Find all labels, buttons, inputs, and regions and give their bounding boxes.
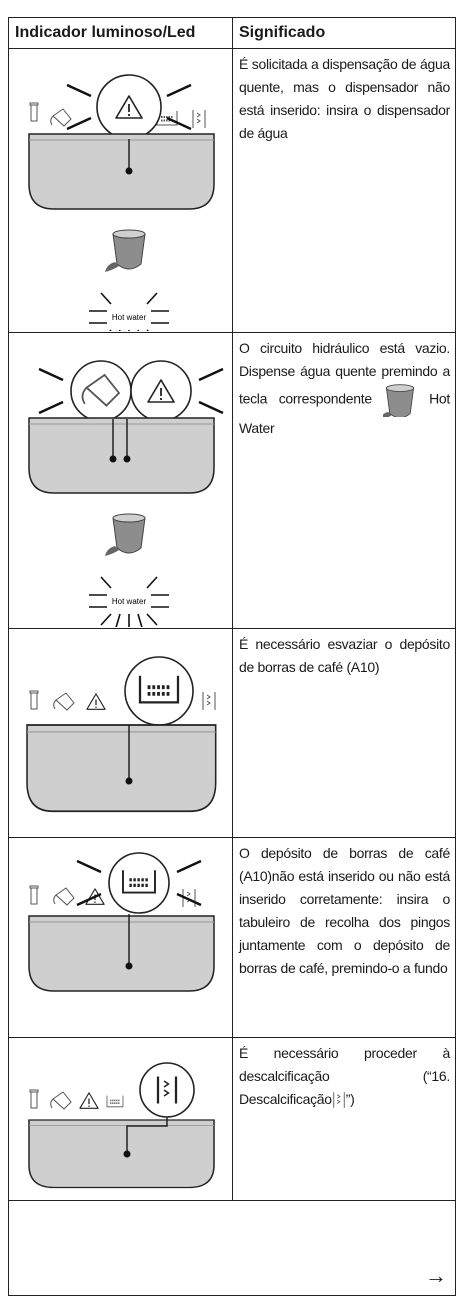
text: É necessário proceder à descalcificação … (239, 1045, 450, 1107)
text: O circuito hidráulico está vazio. Dispen… (239, 340, 450, 407)
illustration-cell (8, 1037, 233, 1201)
descale-icon (333, 1091, 345, 1109)
shape (28, 133, 215, 210)
shape (122, 870, 156, 894)
shape (175, 859, 203, 907)
shape (108, 852, 170, 914)
shape (29, 102, 39, 122)
shape (163, 1080, 170, 1097)
shape (333, 1091, 345, 1109)
illustration (28, 1062, 215, 1189)
shape (106, 1094, 124, 1108)
shape (123, 1150, 131, 1158)
illustration (28, 852, 215, 992)
text-cell: O depósito de borras de café (A10)não es… (232, 837, 456, 1038)
row: O depósito de borras de café (A10)não es… (8, 837, 456, 1038)
shape (28, 1119, 215, 1189)
row: Hot water É solicitada a dispensação de … (8, 48, 456, 333)
shape (138, 675, 180, 704)
row: Hot water O circuito hidráulico está vaz… (8, 332, 456, 629)
shape (28, 1119, 215, 1189)
footer-arrow: → (8, 1200, 456, 1296)
illustration-cell: Hot water (8, 48, 233, 333)
shape (125, 167, 133, 175)
shape (156, 1076, 178, 1104)
shape (106, 1094, 124, 1108)
shape (156, 1076, 178, 1104)
shape (112, 419, 128, 458)
shape (37, 367, 65, 415)
shape (197, 367, 225, 415)
text-cell: O circuito hidráulico está vazio. Dispen… (232, 332, 456, 629)
shape (104, 513, 146, 557)
shape (86, 693, 106, 710)
shape (28, 915, 215, 992)
shape (79, 1092, 99, 1109)
header-cell: Significado (232, 17, 456, 49)
shape (28, 417, 215, 494)
shape (53, 692, 75, 711)
shape (26, 724, 217, 813)
text-cell: É solicitada a dispensação de água quent… (232, 48, 456, 333)
shape (86, 693, 106, 710)
hot-water-icon (383, 384, 415, 417)
illustration (26, 656, 217, 813)
row: É necessário esvaziar o depósito de borr… (8, 628, 456, 838)
illustration-cell (8, 628, 233, 838)
shape (147, 685, 171, 696)
shape (202, 691, 216, 711)
illustration-label: Hot water (112, 313, 147, 322)
table: Indicador luminoso/Led Significado Hot w… (8, 17, 456, 1296)
shape (109, 455, 117, 463)
shape (383, 384, 415, 417)
shape (126, 1117, 168, 1153)
text: ”) (345, 1091, 355, 1107)
illustration-cell: Hot water (8, 332, 233, 629)
shape (65, 83, 93, 131)
row: É necessário proceder à descalcificação … (8, 1037, 456, 1201)
illustration-cell (8, 837, 233, 1038)
shape (125, 777, 133, 785)
shape (138, 675, 180, 704)
shape (75, 859, 103, 907)
header-cell: Indicador luminoso/Led (8, 17, 233, 49)
shape (53, 887, 75, 906)
shape (123, 455, 131, 463)
shape (29, 885, 39, 905)
illustration: Hot water (28, 360, 225, 627)
shape (165, 83, 193, 131)
header-row: Indicador luminoso/Led Significado (8, 17, 456, 49)
shape (26, 724, 217, 813)
footer-row: → (8, 1200, 456, 1296)
shape (192, 109, 206, 129)
text: Hot Water (239, 390, 451, 436)
shape (70, 360, 132, 422)
shape (139, 1062, 195, 1118)
shape (104, 229, 146, 273)
shape (29, 1089, 39, 1109)
illustration: Hot water (28, 74, 215, 331)
shape (79, 1092, 99, 1109)
text-cell: É necessário proceder à descalcificação … (232, 1037, 456, 1201)
shape: Indicador luminoso/Led Significado Hot w… (8, 17, 456, 1296)
shape (88, 292, 170, 331)
shape (125, 962, 133, 970)
shape (50, 1091, 72, 1110)
shape (29, 690, 39, 710)
shape (124, 656, 194, 726)
text-cell: É necessário esvaziar o depósito de borr… (232, 628, 456, 838)
shape (50, 108, 72, 127)
illustration-label: Hot water (112, 597, 147, 606)
